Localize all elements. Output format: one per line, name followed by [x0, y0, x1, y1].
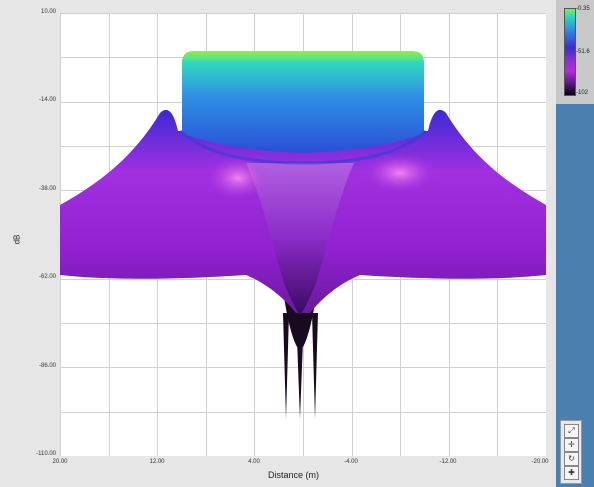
surface-body: [60, 51, 546, 419]
x-tick-label: 4.00: [248, 459, 260, 465]
pan-tool-icon[interactable]: ✛: [564, 438, 579, 452]
x-tick-label: 20.00: [52, 459, 68, 465]
y-tick-label: -14.00: [38, 97, 56, 103]
plot-area[interactable]: [60, 13, 546, 456]
center-funnel: [246, 163, 354, 315]
cursor-tool-icon[interactable]: ✚: [564, 466, 579, 480]
x-tick-label: 12.00: [149, 459, 165, 465]
top-plateau: [182, 51, 424, 153]
center-spike-right: [312, 313, 318, 419]
surface-plot: [60, 13, 546, 456]
center-spike-left: [283, 313, 289, 419]
x-tick-label: -12.00: [439, 459, 457, 465]
rotate-tool-icon[interactable]: ↻: [564, 452, 579, 466]
graph-tools-palette: ⤢ ✛ ↻ ✚: [560, 420, 582, 484]
x-tick-label: -4.00: [344, 459, 358, 465]
colorbar-label: -102: [576, 90, 589, 96]
zoom-tool-icon[interactable]: ⤢: [564, 424, 579, 438]
glow-right: [364, 153, 436, 193]
colorbar-label: -51.6: [576, 49, 590, 55]
y-tick-label: 10.00: [40, 9, 56, 15]
y-tick-label: -86.00: [38, 363, 56, 369]
y-tick-label: -110.00: [36, 451, 56, 457]
y-axis-label: dB: [12, 234, 22, 245]
plot-frame: 10.00 -14.00 -38.00 -62.00 -86.00 -110.0…: [0, 0, 556, 487]
glow-left: [206, 156, 270, 200]
y-tick-label: -62.00: [38, 274, 56, 280]
colorbar: [564, 8, 576, 96]
y-tick-label: -38.00: [38, 186, 56, 192]
plateau-edge: [178, 129, 428, 165]
x-axis-label: Distance (m): [268, 470, 320, 480]
colorbar-label: -0.35: [576, 6, 590, 12]
x-tick-label: -20.00: [531, 459, 549, 465]
